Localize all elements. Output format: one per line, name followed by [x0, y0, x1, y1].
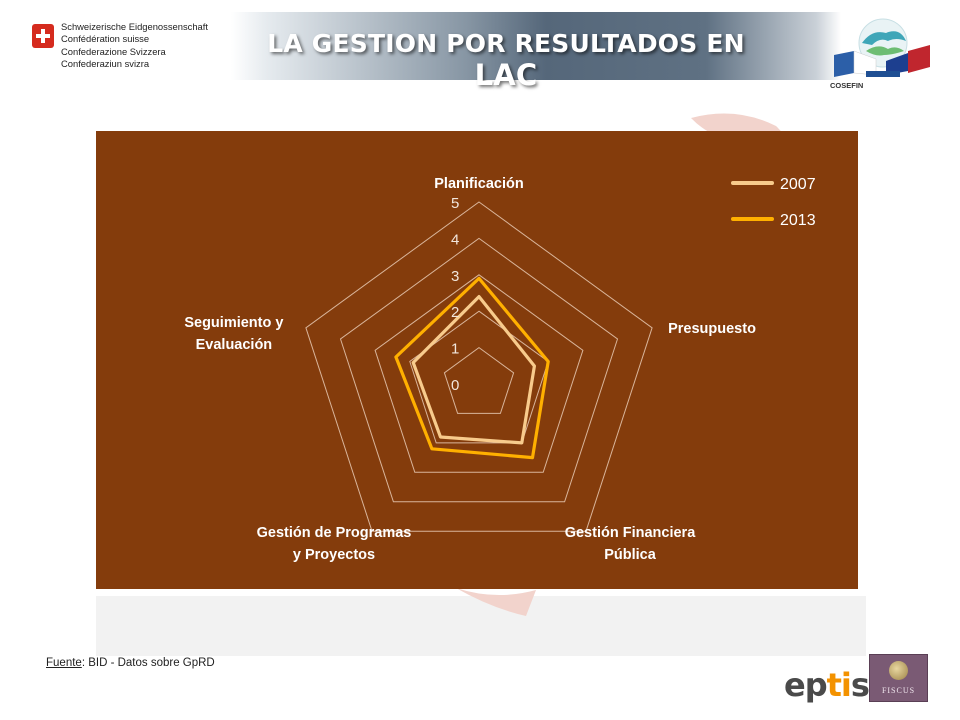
axis-label-line: Seguimiento y [184, 315, 283, 331]
legend-label-2013: 2013 [780, 212, 816, 229]
r-tick-label-3: 3 [451, 268, 459, 285]
legend-label-2007: 2007 [780, 176, 816, 193]
cosefin-logo-icon [834, 18, 930, 77]
axis-label-0: Planificación [434, 176, 523, 192]
cosefin-label: COSEFIN [830, 81, 864, 90]
r-tick-label-5: 5 [451, 195, 459, 212]
axis-label-line: Pública [604, 547, 657, 563]
chart-panel: 0 1 2 3 4 5 Planificación Presupuesto Gestión F… [96, 131, 858, 589]
eptisa-logo-part-2: ti [826, 666, 852, 704]
header-banner: Schweizerische Eidgenossenschaft Confédé… [26, 12, 934, 92]
coin-icon [889, 661, 908, 680]
r-tick-label-0: 0 [451, 377, 459, 394]
axis-label-line: Gestión de Programas [257, 525, 412, 541]
r-tick-label-2: 2 [451, 304, 459, 321]
page-title: LA GESTION POR RESULTADOS EN LAC [236, 29, 776, 92]
grid-ring-1 [443, 346, 515, 414]
source-label: Fuente [46, 657, 82, 669]
axis-label-line: Planificación [434, 176, 523, 192]
eptisa-logo-part-1: ep [784, 666, 828, 704]
swiss-line-it: Confederazione Svizzera [61, 45, 166, 57]
grid-ring-4 [339, 237, 619, 503]
axis-label-1: Presupuesto [668, 321, 756, 337]
radar-chart: 0 1 2 3 4 5 Planificación Presupuesto Gestión F… [184, 176, 816, 563]
grid-ring-5 [305, 201, 653, 532]
page-title-suffix: LAC [474, 58, 538, 92]
axis-label-line: y Proyectos [293, 547, 375, 563]
series-line-2013 [394, 276, 550, 460]
axis-label-4: Seguimiento y Evaluación [184, 315, 283, 353]
axis-label-line: Evaluación [196, 337, 273, 353]
swiss-line-fr: Confédération suisse [61, 33, 150, 45]
axis-label-2: Gestión Financiera Pública [565, 525, 696, 563]
grid-ring-3 [374, 274, 584, 473]
swiss-confederation-text: Schweizerische Eidgenossenschaft Confédé… [61, 21, 208, 70]
series-line-2007 [411, 295, 536, 445]
axis-label-line: Presupuesto [668, 321, 756, 337]
swiss-line-de: Schweizerische Eidgenossenschaft [61, 21, 208, 32]
swiss-line-rm: Confederaziun svizra [61, 57, 150, 69]
r-tick-label-4: 4 [451, 231, 459, 248]
grid-ring-2 [409, 310, 549, 444]
axis-label-3: Gestión de Programas y Proyectos [257, 525, 412, 563]
fiscus-logo: FISCUS [869, 654, 928, 702]
axis-label-line: Gestión Financiera [565, 525, 696, 541]
r-tick-label-1: 1 [451, 341, 459, 358]
page-title-main: LA GESTION POR RESULTADOS EN [267, 29, 745, 58]
source-text: : BID - Datos sobre GpRD [81, 657, 215, 669]
source-note: Fuente: BID - Datos sobre GpRD [46, 657, 215, 669]
swiss-flag-icon [32, 24, 54, 48]
fiscus-label: FISCUS [881, 686, 916, 695]
